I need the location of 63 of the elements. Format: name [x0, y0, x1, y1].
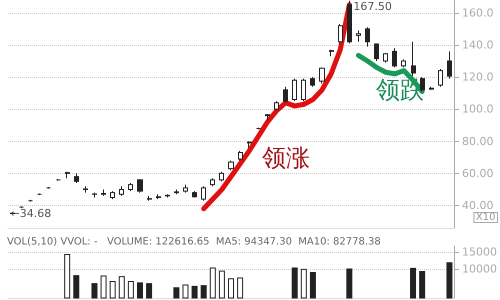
candlestick	[156, 194, 161, 200]
candlestick	[429, 86, 434, 90]
candlestick	[420, 76, 425, 92]
y-tick-label: 10000	[462, 262, 497, 276]
candlestick	[256, 127, 261, 130]
y-tick-label: 40.00	[462, 199, 494, 212]
candlestick	[319, 66, 325, 84]
y-tick-label: 100.0	[462, 102, 494, 116]
candlestick	[238, 150, 243, 162]
candlestick	[329, 49, 334, 57]
annotation: ←34.68	[10, 207, 52, 220]
y-tick-label: 160.0	[462, 6, 494, 20]
candlestick	[338, 24, 343, 44]
candlestick	[101, 188, 106, 196]
candlestick	[92, 192, 97, 198]
candlestick	[374, 42, 379, 62]
candlestick	[28, 199, 33, 202]
y-tick-label: 120.0	[462, 70, 494, 84]
annotation: 领涨	[262, 144, 310, 172]
text: X10	[476, 212, 496, 223]
candlestick	[201, 186, 206, 202]
candlestick	[37, 192, 42, 196]
candlestick	[283, 86, 288, 104]
candlestick	[365, 26, 370, 48]
candlestick	[119, 186, 124, 196]
candlestick	[192, 190, 197, 198]
candlestick	[411, 41, 416, 77]
candlestick	[292, 78, 297, 102]
candlestick	[401, 58, 406, 68]
candlestick	[310, 76, 315, 88]
candlestick	[174, 188, 179, 195]
y-tick-label: 60.00	[462, 166, 494, 180]
y-tick-label: 140.0	[462, 38, 494, 52]
chart-title: VOL(5,10) VVOL: - VOLUME: 122616.65 MA5: 94347.30 MA10: 82778.38	[7, 236, 381, 248]
candlestick	[383, 52, 388, 64]
candlestick	[347, 0, 352, 44]
candlestick	[74, 172, 79, 184]
candlestick	[392, 48, 397, 68]
candlestick	[447, 50, 452, 80]
candlestick	[301, 78, 306, 102]
candlestick	[137, 178, 143, 194]
candlestick	[128, 182, 133, 192]
candlestick	[56, 178, 61, 182]
candlestick	[83, 186, 88, 194]
candlestick	[183, 184, 188, 194]
y-tick-label: 80.00	[462, 134, 494, 148]
candlestick	[165, 194, 170, 198]
candlestick	[65, 171, 70, 179]
candlestick	[46, 186, 51, 190]
candlestick	[210, 178, 215, 187]
candlestick	[274, 100, 279, 112]
y-tick-label: 15000	[462, 245, 497, 258]
candlestick	[10, 212, 15, 215]
candlestick	[247, 140, 252, 148]
candlestick	[438, 68, 443, 88]
candlestick	[110, 190, 115, 200]
candlestick	[228, 160, 234, 171]
candlestick	[356, 30, 361, 42]
annotation: 167.50	[353, 0, 392, 13]
candlestick	[147, 195, 152, 202]
candlestick	[19, 206, 24, 208]
candlestick	[219, 171, 224, 182]
candlestick	[265, 114, 270, 121]
